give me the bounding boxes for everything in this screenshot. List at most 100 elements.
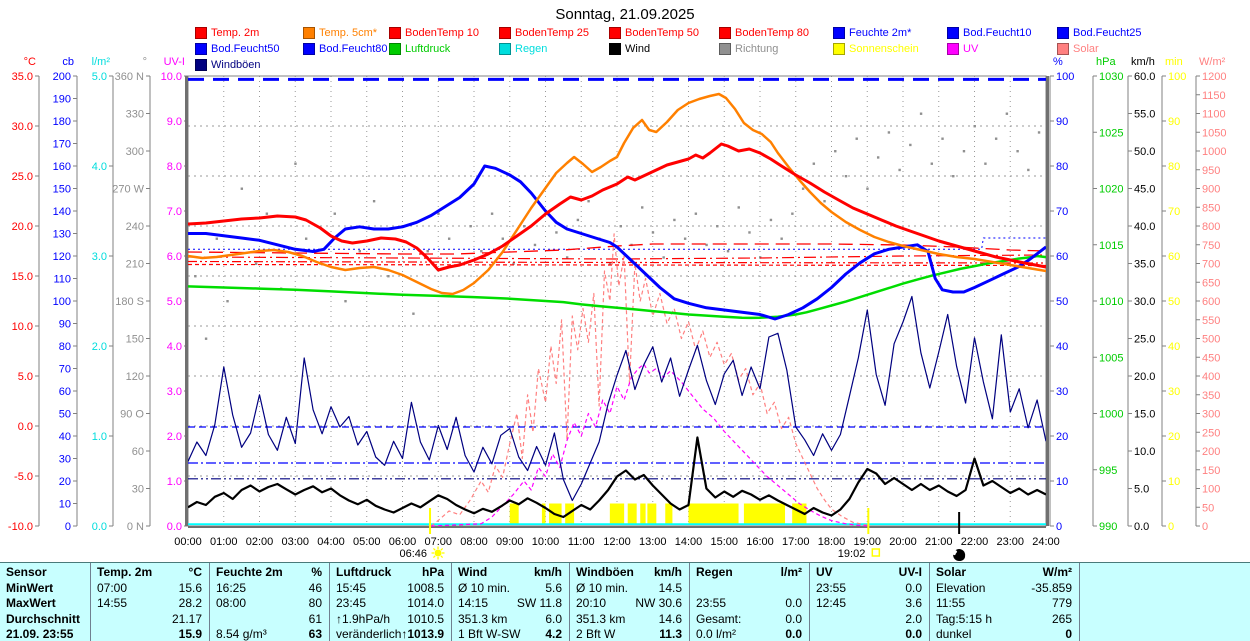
svg-text:20: 20 [1056, 431, 1068, 443]
legend-label: BodenTemp 80 [735, 27, 809, 39]
svg-text:24:00: 24:00 [1032, 536, 1060, 548]
svg-text:09:00: 09:00 [496, 536, 524, 548]
svg-text:90: 90 [59, 319, 71, 331]
legend-item-sonnenschein: Sonnenschein [833, 43, 919, 55]
legend-item-bodentemp-80: BodenTemp 80 [719, 27, 809, 39]
table-row-header-column: Sensor MinWert MaxWert Durchschnitt 21.09. 2… [0, 563, 90, 641]
table-cell: 0.0 [905, 627, 922, 641]
svg-text:23:00: 23:00 [996, 536, 1024, 548]
svg-text:03:00: 03:00 [281, 536, 309, 548]
svg-text:0.0: 0.0 [1134, 521, 1149, 533]
sunrise-time: 06:46 [399, 548, 427, 560]
table-cell: 14:15 SW 11.8 [458, 596, 562, 611]
svg-text:160: 160 [53, 161, 71, 173]
legend-label: Sonnenschein [849, 43, 919, 55]
svg-text:120: 120 [126, 371, 144, 383]
axis-hpa-right: hPa 990 995 1000 1005 1010 1015 1020 1025 1030 [1092, 56, 1123, 533]
axis--left: ° 0 N 30 60 90 O 120 150 180 S 210 240 270 W 300 330… [112, 56, 151, 533]
svg-text:1025: 1025 [1099, 127, 1123, 139]
table-column-header: Windböen km/h [576, 564, 682, 579]
legend-label: Feuchte 2m* [849, 27, 912, 39]
legend-swatch-icon [1057, 27, 1069, 39]
svg-text:50: 50 [1168, 296, 1180, 308]
svg-text:500: 500 [1202, 334, 1220, 346]
svg-text:7.0: 7.0 [167, 206, 182, 218]
svg-text:20.0: 20.0 [12, 221, 33, 233]
svg-text:10.0: 10.0 [1134, 446, 1155, 458]
legend-label: Temp. 5cm* [319, 27, 378, 39]
svg-text:650: 650 [1202, 277, 1220, 289]
table-cell: 12:45 3.6 [816, 596, 922, 611]
svg-text:50: 50 [1202, 502, 1214, 514]
table-cell: 23:55 0.0 [696, 596, 802, 611]
svg-text:0.0: 0.0 [167, 521, 182, 533]
svg-text:16:00: 16:00 [746, 536, 774, 548]
svg-text:60: 60 [1056, 251, 1068, 263]
legend-label: Luftdruck [405, 43, 451, 55]
series-bodentemp-80 [188, 263, 1046, 267]
legend-swatch-icon [195, 27, 207, 39]
svg-text:20:00: 20:00 [889, 536, 917, 548]
svg-text:110: 110 [53, 274, 71, 286]
svg-text:70: 70 [59, 364, 71, 376]
table-row-header: MaxWert [6, 596, 56, 611]
svg-text:5.0: 5.0 [18, 371, 33, 383]
svg-text:1015: 1015 [1099, 240, 1123, 252]
svg-text:10: 10 [1168, 476, 1180, 488]
legend-swatch-icon [499, 43, 511, 55]
legend-label: Windböen [211, 59, 261, 71]
table-cell: ↑1.9hPa/h 1010.5 [336, 611, 444, 626]
svg-text:22:00: 22:00 [961, 536, 989, 548]
table-column-wind: Wind km/h Ø 10 min. 5.6 14:15 SW 11.8 351.3 km… [451, 563, 569, 641]
svg-text:750: 750 [1202, 240, 1220, 252]
svg-text:10:00: 10:00 [532, 536, 560, 548]
svg-text:W/m²: W/m² [1199, 56, 1226, 68]
legend-item-bodentemp-50: BodenTemp 50 [609, 27, 699, 39]
legend-item-bodentemp-10: BodenTemp 10 [389, 27, 479, 39]
svg-text:60: 60 [59, 386, 71, 398]
legend-swatch-icon [389, 27, 401, 39]
svg-text:10: 10 [1056, 476, 1068, 488]
legend-swatch-icon [719, 27, 731, 39]
svg-text:360 N: 360 N [115, 71, 144, 83]
svg-text:05:00: 05:00 [353, 536, 381, 548]
svg-text:210: 210 [126, 259, 144, 271]
svg-text:80: 80 [1056, 161, 1068, 173]
svg-text:450: 450 [1202, 352, 1220, 364]
svg-text:180 S: 180 S [115, 296, 144, 308]
svg-text:190: 190 [53, 94, 71, 106]
svg-text:0 N: 0 N [127, 521, 144, 533]
table-column-regen: Regen l/m² 23:55 0.0 Gesamt: 0.0 0.0 l/m² 0.0 [689, 563, 809, 641]
svg-text:hPa: hPa [1096, 56, 1116, 68]
svg-text:20.0: 20.0 [1134, 371, 1155, 383]
legend-label: Bod.Feucht50 [211, 43, 280, 55]
legend-item-bod-feucht25: Bod.Feucht25 [1057, 27, 1142, 39]
legend-item-bod-feucht50: Bod.Feucht50 [195, 43, 280, 55]
table-column-header: Regen l/m² [696, 564, 802, 579]
table-cell: 61 [308, 611, 322, 626]
legend-swatch-icon [947, 27, 959, 39]
series-wind [188, 436, 1046, 519]
svg-text:150: 150 [126, 334, 144, 346]
svg-text:80: 80 [59, 341, 71, 353]
svg-text:°: ° [143, 56, 147, 68]
svg-text:km/h: km/h [1131, 56, 1155, 68]
table-cell: 23:55 0.0 [816, 580, 922, 595]
svg-text:30: 30 [1168, 386, 1180, 398]
svg-text:18:00: 18:00 [818, 536, 846, 548]
legend-label: BodenTemp 10 [405, 27, 479, 39]
table-cell: Elevation -35.859 [936, 580, 1072, 595]
svg-text:02:00: 02:00 [246, 536, 274, 548]
legend-label: Bod.Feucht10 [963, 27, 1032, 39]
legend-item-temp-5cm: Temp. 5cm* [303, 27, 377, 39]
svg-text:15.0: 15.0 [12, 271, 33, 283]
series-solar [430, 233, 870, 527]
svg-text:0: 0 [1056, 521, 1062, 533]
table-cell: 14:55 28.2 [97, 596, 202, 611]
svg-text:40.0: 40.0 [1134, 221, 1155, 233]
svg-text:55.0: 55.0 [1134, 109, 1155, 121]
series-bod-feucht25 [188, 237, 1046, 250]
svg-text:2.0: 2.0 [92, 341, 107, 353]
svg-text:30.0: 30.0 [12, 121, 33, 133]
